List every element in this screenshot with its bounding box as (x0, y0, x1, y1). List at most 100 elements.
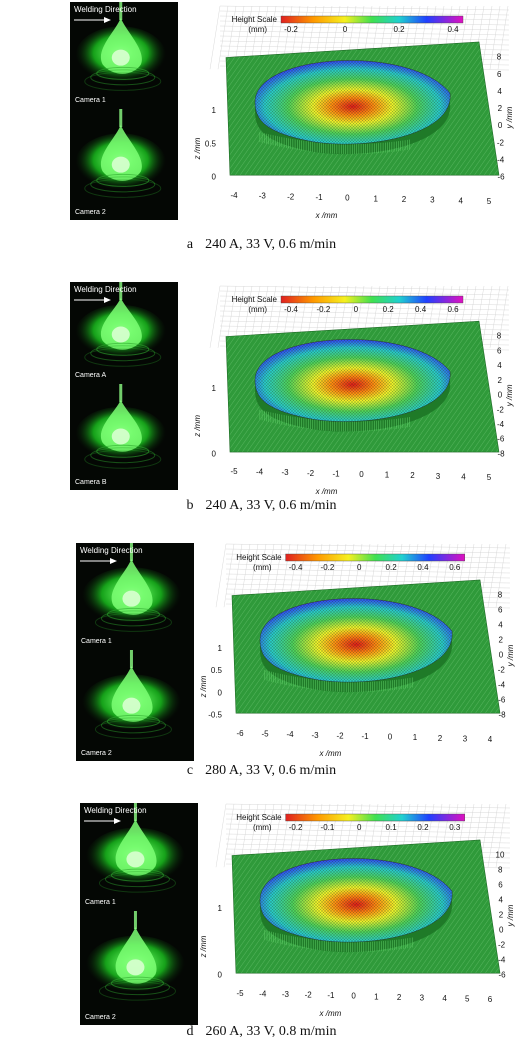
colorbar-tick-label: -0.4 (289, 563, 303, 572)
camera-image-pair: Welding Direction Camera 1 Camera 2 (80, 803, 198, 1025)
weld-pool-wall-hatch (264, 930, 413, 953)
welding-direction-label: Welding Direction (74, 5, 137, 14)
y-tick-label: 8 (497, 53, 502, 62)
figure-caption: c 280 A, 33 V, 0.6 m/min (0, 763, 523, 779)
colorbar-tick-label: 0.3 (449, 823, 461, 832)
colorbar-tick-label: -0.2 (289, 823, 303, 832)
x-tick-label: -3 (281, 468, 289, 477)
x-tick-label: -3 (259, 192, 267, 201)
z-tick-label: 0 (218, 971, 223, 980)
height-scale-colorbar (285, 553, 465, 562)
z-axis-label: z /mm (193, 137, 202, 160)
figure-caption: a 240 A, 33 V, 0.6 m/min (0, 237, 523, 253)
y-tick-label: -4 (498, 681, 506, 690)
height-scale-title: Height Scale (232, 295, 278, 304)
welding-camera-photo (76, 543, 194, 761)
colorbar-tick-label: 0.4 (447, 25, 459, 34)
x-tick-label: 3 (463, 734, 468, 743)
y-tick-label: -2 (497, 405, 505, 414)
height-map-3d-plot: Height Scale(mm) -0.2 -0.1 0 0.1 0.2 0.3 -5 -4 -3… (199, 803, 515, 1018)
x-tick-label: -3 (311, 731, 319, 740)
x-tick-label: 3 (420, 993, 425, 1002)
x-tick-label: 5 (465, 994, 470, 1003)
colorbar-tick-label: -0.2 (317, 305, 331, 314)
colorbar-tick-label: -0.2 (321, 563, 335, 572)
welding-direction-arrow-icon (84, 818, 121, 824)
height-map-panel: Height Scale (mm) -0.4 -0.2 0 0.2 0.4 0.6 -6 -5 -4… (196, 540, 516, 762)
x-tick-label: 0 (359, 470, 364, 479)
height-scale-unit: (mm) (253, 823, 272, 832)
colorbar-tick-label: 0 (343, 25, 348, 34)
y-axis-label: y /mm (505, 106, 514, 129)
x-tick-label: 1 (374, 992, 379, 1001)
y-tick-label: -6 (498, 971, 506, 980)
colorbar-tick-label: -0.1 (321, 823, 335, 832)
y-tick-label: -6 (498, 696, 506, 705)
colorbar-tick-label: 0.2 (393, 25, 405, 34)
y-axis-label: y /mm (505, 384, 514, 407)
camera-top-label: Camera 1 (81, 638, 112, 645)
figure-panel-a: Welding Direction Camera 1 Camera 2 Height … (0, 0, 523, 259)
x-tick-label: 0 (388, 733, 393, 742)
welding-direction-arrow-icon (74, 17, 111, 23)
x-tick-label: -1 (332, 469, 340, 478)
x-tick-label: -4 (230, 191, 238, 200)
camera-top-label: Camera 1 (75, 97, 106, 104)
welding-direction-text: Welding Direction (74, 285, 137, 294)
x-tick-label: 4 (461, 472, 466, 481)
colorbar-tick-label: -0.2 (284, 25, 298, 34)
y-tick-label: 4 (499, 896, 504, 905)
height-scale-title: Height Scale (236, 813, 282, 822)
colorbar-tick-label: 0.2 (417, 823, 429, 832)
weld-pool-wall-hatch (259, 409, 410, 432)
figure-panel-d: Welding Direction Camera 1 Camera 2 Height … (0, 800, 523, 1046)
y-tick-label: 0 (498, 121, 503, 130)
x-tick-label: -3 (282, 990, 290, 999)
x-tick-label: -2 (307, 469, 315, 478)
y-tick-label: -2 (498, 666, 506, 675)
x-tick-label: 4 (442, 994, 447, 1003)
x-axis-label: x /mm (315, 487, 338, 496)
x-tick-label: 0 (351, 992, 356, 1001)
weld-pool-wall-hatch (259, 132, 410, 155)
y-tick-label: 2 (498, 376, 503, 385)
camera-image-pair: Welding Direction Camera 1 Camera 2 (70, 2, 178, 220)
y-tick-label: -4 (497, 420, 505, 429)
z-axis-label: z /mm (199, 935, 208, 958)
welding-direction-text: Welding Direction (74, 5, 137, 14)
y-tick-label: 0 (499, 926, 504, 935)
figure-letter: a (186, 237, 194, 252)
z-tick-label: 0 (212, 173, 217, 182)
camera-top-label: Camera 1 (85, 899, 116, 906)
y-tick-label: 2 (499, 636, 504, 645)
y-tick-label: -6 (497, 435, 505, 444)
colorbar-tick-label: 0 (357, 823, 362, 832)
x-tick-label: -1 (315, 193, 323, 202)
z-tick-label: 0.5 (205, 139, 217, 148)
height-map-panel: Height Scale (mm) -0.2 0 0.2 0.4 -4 -3 -2 -1 0 1 2 3 4… (190, 2, 515, 224)
colorbar-tick-label: 0.2 (383, 305, 395, 314)
x-tick-label: -1 (361, 732, 369, 741)
colorbar-tick-label: 0.4 (417, 563, 429, 572)
colorbar-tick-label: 0.6 (449, 563, 461, 572)
y-tick-label: 4 (497, 87, 502, 96)
y-tick-label: 10 (496, 851, 505, 860)
y-axis-label: y /mm (506, 904, 515, 927)
y-tick-label: 8 (498, 591, 503, 600)
y-tick-label: 6 (498, 606, 503, 615)
z-tick-label: 0 (218, 688, 223, 697)
colorbar-tick-label: 0.1 (386, 823, 398, 832)
welding-direction-text: Welding Direction (80, 546, 143, 555)
x-tick-label: -5 (230, 467, 238, 476)
x-axis-label: x /mm (319, 749, 342, 758)
height-scale-unit: (mm) (253, 563, 272, 572)
camera-bottom-label: Camera B (75, 479, 107, 486)
x-tick-label: 1 (385, 471, 390, 480)
camera-bottom-label: Camera 2 (85, 1014, 116, 1021)
x-tick-label: -4 (256, 468, 264, 477)
figure-letter: d (186, 1024, 194, 1039)
z-tick-label: 1 (218, 904, 223, 913)
z-axis-label: z /mm (199, 675, 208, 698)
welding-camera-photo (70, 2, 178, 220)
x-tick-label: 2 (397, 993, 402, 1002)
